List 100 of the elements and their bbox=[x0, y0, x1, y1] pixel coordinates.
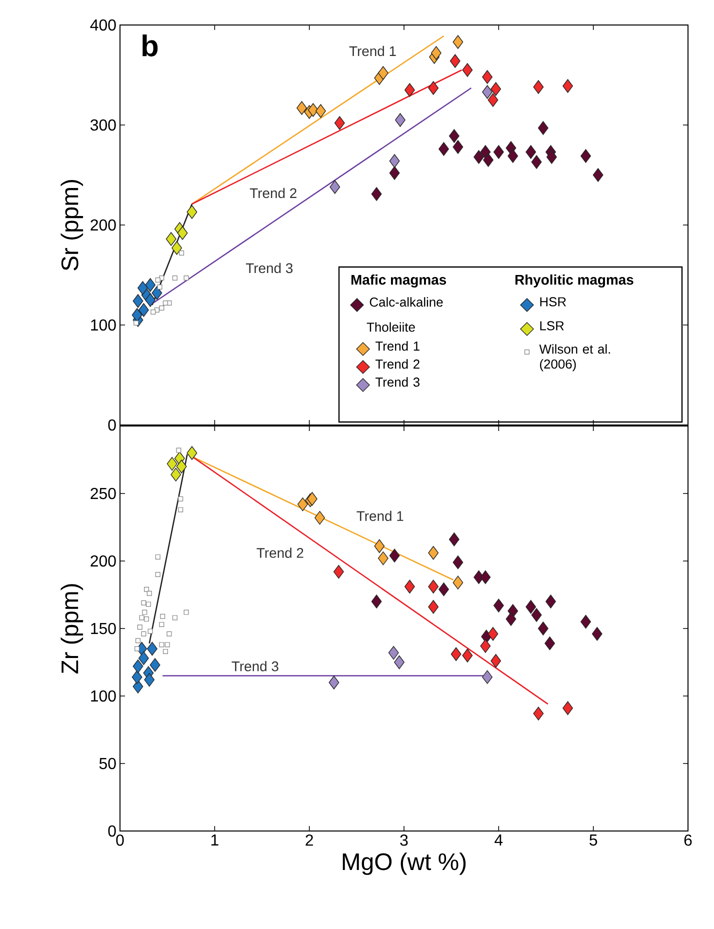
point bbox=[404, 580, 415, 594]
point bbox=[448, 532, 460, 546]
point bbox=[452, 555, 464, 570]
point bbox=[490, 654, 502, 668]
point bbox=[184, 275, 189, 280]
point bbox=[490, 82, 502, 96]
point bbox=[145, 293, 156, 307]
point bbox=[430, 46, 442, 60]
y-tick-label: 250 bbox=[90, 488, 116, 500]
point bbox=[145, 278, 156, 292]
point bbox=[150, 658, 160, 672]
point bbox=[531, 155, 542, 169]
point bbox=[176, 448, 182, 453]
y-tick-label: 300 bbox=[90, 119, 116, 131]
point bbox=[138, 303, 149, 317]
point bbox=[428, 580, 439, 594]
point bbox=[141, 600, 146, 606]
legend-label: Trend 1 bbox=[376, 341, 420, 351]
point bbox=[132, 308, 142, 322]
point bbox=[428, 81, 439, 95]
point bbox=[132, 659, 144, 674]
point bbox=[544, 636, 556, 650]
point bbox=[546, 150, 557, 164]
point bbox=[177, 226, 188, 240]
point bbox=[592, 627, 602, 641]
point bbox=[526, 600, 536, 614]
chart-title: b bbox=[142, 34, 158, 56]
point bbox=[157, 284, 162, 290]
point bbox=[172, 241, 182, 255]
y-tick-label: 0 bbox=[108, 825, 116, 837]
point bbox=[334, 116, 345, 130]
point bbox=[146, 602, 151, 607]
point bbox=[296, 101, 307, 115]
legend-label: Wilson et al. (2006) bbox=[539, 344, 610, 372]
x-axis-title: MgO (wt %) bbox=[342, 852, 466, 875]
annotation: Trend 1 bbox=[356, 510, 404, 522]
point bbox=[139, 615, 144, 620]
point bbox=[538, 622, 548, 636]
point bbox=[482, 85, 493, 99]
point bbox=[308, 103, 318, 117]
point bbox=[172, 275, 178, 280]
point bbox=[580, 614, 591, 629]
point bbox=[428, 600, 439, 614]
point bbox=[178, 496, 184, 502]
point bbox=[438, 142, 449, 156]
y-tick-label: 200 bbox=[90, 555, 116, 567]
point bbox=[452, 140, 464, 154]
point bbox=[592, 168, 604, 182]
point bbox=[166, 631, 172, 636]
point bbox=[493, 145, 504, 159]
point bbox=[533, 706, 544, 720]
point bbox=[506, 612, 516, 626]
point bbox=[482, 70, 493, 84]
point bbox=[562, 701, 573, 715]
point bbox=[132, 670, 142, 684]
point bbox=[164, 642, 170, 648]
point bbox=[137, 624, 142, 630]
point bbox=[462, 63, 473, 77]
point bbox=[184, 610, 189, 615]
x-tick-label: 0 bbox=[116, 834, 124, 846]
x-tick-label: 2 bbox=[306, 834, 313, 846]
annotation: Trend 2 bbox=[250, 188, 296, 198]
point bbox=[146, 590, 152, 596]
point bbox=[371, 594, 382, 608]
point bbox=[162, 300, 168, 306]
point bbox=[374, 539, 385, 553]
point bbox=[155, 277, 160, 282]
point bbox=[404, 83, 415, 97]
x-tick-label: 1 bbox=[211, 834, 218, 846]
x-tick-label: 5 bbox=[590, 834, 598, 846]
point bbox=[474, 150, 484, 164]
point bbox=[141, 631, 146, 636]
point bbox=[378, 551, 388, 566]
point bbox=[179, 250, 184, 256]
point bbox=[462, 648, 473, 662]
legend-label: HSR bbox=[540, 297, 566, 306]
point bbox=[580, 149, 591, 163]
point bbox=[134, 320, 139, 326]
legend-label: Trend 2 bbox=[376, 359, 420, 369]
point bbox=[155, 572, 160, 577]
point bbox=[531, 608, 542, 622]
point bbox=[150, 309, 156, 314]
point bbox=[389, 154, 400, 168]
point bbox=[330, 180, 340, 194]
point bbox=[142, 610, 148, 615]
point bbox=[166, 456, 178, 471]
point bbox=[176, 460, 187, 474]
point bbox=[438, 582, 449, 596]
point bbox=[144, 586, 150, 592]
point bbox=[480, 639, 491, 653]
y-tick-label: 400 bbox=[90, 19, 116, 31]
point bbox=[135, 638, 140, 644]
point bbox=[394, 655, 404, 670]
point bbox=[526, 145, 536, 159]
point bbox=[508, 149, 518, 163]
y-tick-label: 200 bbox=[90, 219, 116, 231]
point bbox=[166, 232, 176, 246]
point bbox=[159, 642, 164, 648]
point bbox=[493, 598, 504, 612]
point bbox=[533, 80, 544, 94]
